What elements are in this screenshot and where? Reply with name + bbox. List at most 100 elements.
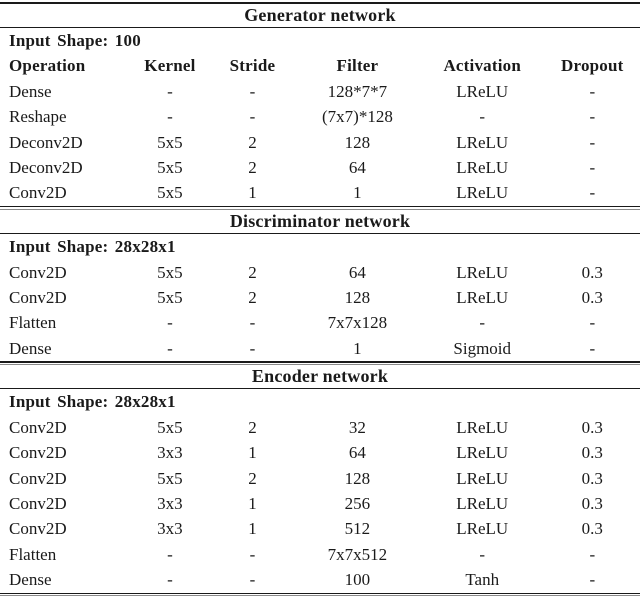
cell-filter: 1 xyxy=(353,183,362,203)
cell-filter: 128 xyxy=(344,287,371,307)
cell-operation: Conv2D xyxy=(9,183,67,203)
cell-operation: Deconv2D xyxy=(9,158,83,178)
cell-filter: 32 xyxy=(348,417,366,437)
cell-operation: Conv2D xyxy=(9,262,67,282)
generator-input-shape: Input Shape: 100 xyxy=(9,31,141,51)
table-row: Flatten - - 7x7x128 - - xyxy=(0,310,640,335)
table-row: Conv2D 5x5 2 32 LReLU 0.3 xyxy=(0,415,640,440)
cell-dropout: 0.3 xyxy=(581,417,603,437)
cell-kernel: - xyxy=(167,107,173,127)
cell-activation: LReLU xyxy=(456,81,509,101)
cell-activation: LReLU xyxy=(456,417,509,437)
cell-stride: 2 xyxy=(248,417,257,437)
encoder-title-underline-rule xyxy=(0,388,640,390)
cell-kernel: 5x5 xyxy=(157,158,183,178)
cell-operation: Dense xyxy=(9,81,52,101)
cell-activation: - xyxy=(479,544,486,564)
cell-filter: 64 xyxy=(348,443,366,463)
table-row: Conv2D 3x3 1 64 LReLU 0.3 xyxy=(0,440,640,465)
column-header-activation: Activation xyxy=(443,56,521,76)
encoder-input-shape: Input Shape: 28x28x1 xyxy=(9,392,176,412)
table-row: Conv2D 5x5 2 128 LReLU 0.3 xyxy=(0,466,640,491)
cell-operation: Conv2D xyxy=(9,417,67,437)
cell-stride: - xyxy=(249,570,256,590)
table-row: Conv2D 5x5 2 128 LReLU 0.3 xyxy=(0,285,640,310)
cell-kernel: 5x5 xyxy=(157,132,183,152)
column-header-dropout: Dropout xyxy=(561,56,624,76)
cell-operation: Flatten xyxy=(9,313,57,333)
cell-dropout: - xyxy=(589,183,596,203)
cell-dropout: - xyxy=(589,81,596,101)
discriminator-input-shape: Input Shape: 28x28x1 xyxy=(9,237,176,257)
cell-kernel: 5x5 xyxy=(157,183,183,203)
cell-activation: LReLU xyxy=(456,443,509,463)
cell-stride: 2 xyxy=(248,132,257,152)
cell-stride: - xyxy=(249,107,256,127)
cell-stride: 1 xyxy=(248,443,257,463)
cell-kernel: - xyxy=(167,544,173,564)
cell-dropout: - xyxy=(589,158,596,178)
cell-activation: LReLU xyxy=(456,262,509,282)
cell-filter: 7x7x512 xyxy=(327,544,388,564)
cell-stride: 2 xyxy=(248,158,257,178)
cell-stride: - xyxy=(249,338,256,358)
cell-dropout: 0.3 xyxy=(581,493,603,513)
cell-kernel: 5x5 xyxy=(157,417,183,437)
cell-operation: Conv2D xyxy=(9,468,67,488)
table-row: Dense - - 100 Tanh - xyxy=(0,567,640,592)
cell-operation: Conv2D xyxy=(9,287,67,307)
cell-stride: 2 xyxy=(248,287,257,307)
top-rule xyxy=(0,2,640,4)
cell-dropout: - xyxy=(589,132,596,152)
cell-stride: - xyxy=(249,544,256,564)
column-header-filter: Filter xyxy=(336,56,379,76)
table-row: Deconv2D 5x5 2 64 LReLU - xyxy=(0,155,640,180)
bottom-rule xyxy=(0,592,640,597)
cell-dropout: 0.3 xyxy=(581,443,603,463)
table-row: Deconv2D 5x5 2 128 LReLU - xyxy=(0,130,640,155)
cell-operation: Conv2D xyxy=(9,519,67,539)
section-title-discriminator: Discriminator network xyxy=(229,210,411,231)
column-header-operation: Operation xyxy=(9,56,86,76)
cell-filter: 128 xyxy=(344,132,371,152)
cell-filter: (7x7)*128 xyxy=(322,107,393,127)
cell-activation: LReLU xyxy=(456,493,509,513)
table-row: Conv2D 5x5 2 64 LReLU 0.3 xyxy=(0,260,640,285)
section-title-generator: Generator network xyxy=(244,4,396,25)
cell-dropout: - xyxy=(589,570,596,590)
cell-kernel: 3x3 xyxy=(157,443,183,463)
cell-dropout: - xyxy=(589,313,596,333)
cell-activation: - xyxy=(479,313,486,333)
cell-stride: 1 xyxy=(248,519,257,539)
cell-operation: Reshape xyxy=(9,107,67,127)
cell-filter: 128*7*7 xyxy=(327,81,388,101)
cell-stride: 2 xyxy=(248,468,257,488)
cell-activation: LReLU xyxy=(456,183,509,203)
cell-kernel: 5x5 xyxy=(157,468,183,488)
cell-dropout: 0.3 xyxy=(581,468,603,488)
cell-kernel: 5x5 xyxy=(157,262,183,282)
cell-stride: 1 xyxy=(248,183,257,203)
cell-dropout: - xyxy=(589,544,596,564)
cell-operation: Flatten xyxy=(9,544,57,564)
cell-filter: 7x7x128 xyxy=(327,313,388,333)
cell-activation: LReLU xyxy=(456,132,509,152)
cell-filter: 64 xyxy=(348,158,366,178)
cell-kernel: 3x3 xyxy=(157,519,183,539)
cell-filter: 64 xyxy=(348,262,366,282)
cell-kernel: - xyxy=(167,313,173,333)
cell-kernel: 3x3 xyxy=(157,493,183,513)
cell-kernel: - xyxy=(167,570,173,590)
column-header-row: Operation Kernel Stride Filter Activatio… xyxy=(0,53,640,78)
cell-activation: LReLU xyxy=(456,287,509,307)
cell-dropout: 0.3 xyxy=(581,262,603,282)
cell-filter: 100 xyxy=(344,570,371,590)
cell-operation: Conv2D xyxy=(9,493,67,513)
cell-stride: 1 xyxy=(248,493,257,513)
cell-operation: Dense xyxy=(9,570,52,590)
cell-stride: - xyxy=(249,81,256,101)
cell-kernel: - xyxy=(167,81,173,101)
table-row: Conv2D 5x5 1 1 LReLU - xyxy=(0,180,640,205)
cell-activation: LReLU xyxy=(456,519,509,539)
